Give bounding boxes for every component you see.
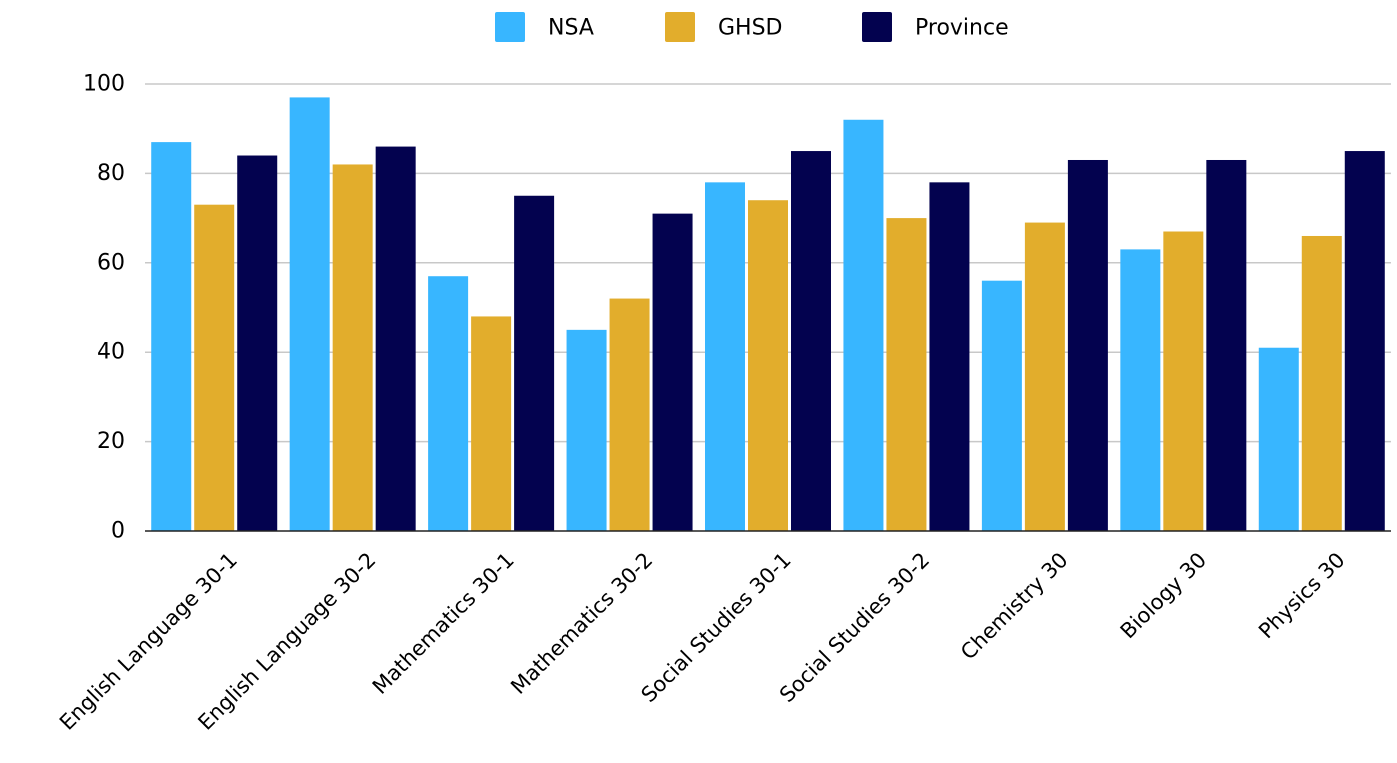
legend-label-nsa: NSA xyxy=(548,16,594,41)
bar-nsa-7 xyxy=(981,280,1022,531)
legend: NSA GHSD Province xyxy=(495,12,1009,42)
x-category-label: Physics 30 xyxy=(1254,548,1350,644)
x-category-label: Mathematics 30-1 xyxy=(368,548,519,699)
y-tick-label: 40 xyxy=(97,340,125,365)
bar-ghsd-5 xyxy=(748,200,788,531)
bar-province-1 xyxy=(237,155,278,531)
bar-ghsd-4 xyxy=(609,298,650,531)
bar-ghsd-6 xyxy=(886,218,927,531)
bar-ghsd-3 xyxy=(471,316,512,531)
bar-nsa-1 xyxy=(151,142,192,532)
legend-swatch-nsa xyxy=(495,12,525,42)
bar-province-3 xyxy=(514,195,555,531)
bar-ghsd-7 xyxy=(1024,222,1065,531)
bar-province-5 xyxy=(791,151,831,532)
y-tick-label: 20 xyxy=(97,429,125,454)
y-tick-label: 0 xyxy=(111,519,125,544)
bar-ghsd-8 xyxy=(1163,231,1204,531)
x-category-label: Social Studies 30-1 xyxy=(637,548,796,707)
bar-province-6 xyxy=(929,182,970,531)
bar-nsa-2 xyxy=(289,97,330,531)
bar-ghsd-2 xyxy=(332,164,373,531)
bar-nsa-8 xyxy=(1120,249,1161,531)
legend-label-province: Province xyxy=(915,16,1009,41)
x-category-label: Chemistry 30 xyxy=(956,548,1073,665)
bar-ghsd-1 xyxy=(194,204,235,531)
bar-province-7 xyxy=(1067,159,1108,532)
y-tick-label: 100 xyxy=(83,72,125,97)
bar-nsa-3 xyxy=(428,276,469,531)
bar-ghsd-9 xyxy=(1301,235,1342,532)
bar-province-4 xyxy=(652,213,693,531)
bar-province-8 xyxy=(1206,159,1247,532)
bar-nsa-4 xyxy=(566,329,607,531)
bar-nsa-9 xyxy=(1258,347,1299,531)
bar-province-2 xyxy=(375,146,416,531)
x-category-label: Mathematics 30-2 xyxy=(506,548,657,699)
x-category-label: Social Studies 30-2 xyxy=(775,548,934,707)
bars xyxy=(151,97,1385,532)
legend-swatch-province xyxy=(862,12,892,42)
bar-nsa-5 xyxy=(705,182,745,531)
y-tick-label: 80 xyxy=(97,161,125,186)
x-category-label: Biology 30 xyxy=(1116,548,1211,643)
legend-swatch-ghsd xyxy=(665,12,695,42)
bar-nsa-6 xyxy=(843,119,884,531)
y-axis-ticks: 0 20 40 60 80 100 xyxy=(83,72,125,544)
legend-label-ghsd: GHSD xyxy=(718,16,783,41)
y-tick-label: 60 xyxy=(97,250,125,275)
bar-province-9 xyxy=(1344,151,1385,532)
